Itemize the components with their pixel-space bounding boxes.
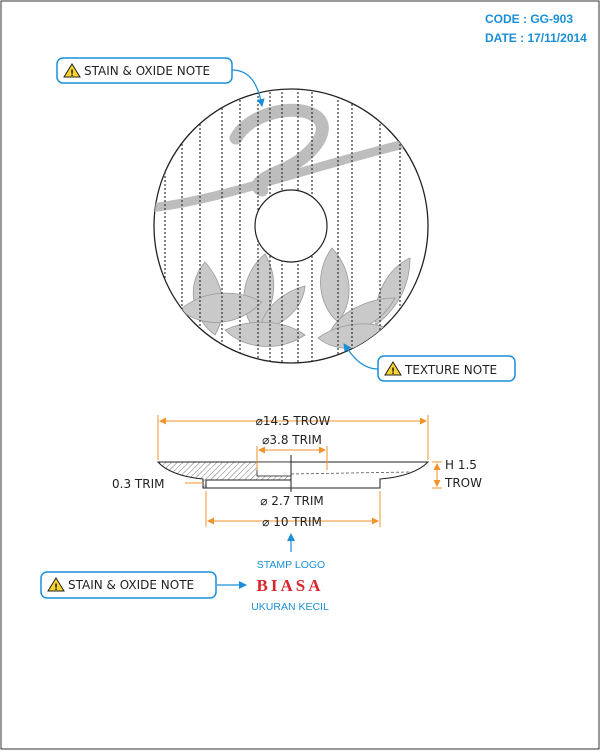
plate-top-view xyxy=(153,88,429,364)
warning-icon: ! xyxy=(384,361,402,377)
note-texture: ! TEXTURE NOTE xyxy=(377,355,516,382)
note-texture-label: TEXTURE NOTE xyxy=(404,363,497,377)
svg-text:!: ! xyxy=(70,69,74,79)
plate-section-view xyxy=(156,455,430,492)
section-outline-right xyxy=(291,461,430,489)
dim-foot-diameter: ⌀ 2.7 TRIM xyxy=(260,494,324,508)
section-hidden-line xyxy=(290,471,411,475)
date-label: DATE : 17/11/2014 xyxy=(485,31,587,45)
note-stain-bottom: ! STAIN & OXIDE NOTE xyxy=(40,571,217,599)
leader-stain-top xyxy=(231,69,265,107)
note-stain-bottom-label: STAIN & OXIDE NOTE xyxy=(68,578,194,592)
stamp-size-note: UKURAN KECIL xyxy=(251,601,329,613)
dim-trim-diameter: ⌀3.8 TRIM xyxy=(262,433,322,447)
svg-text:!: ! xyxy=(54,583,58,593)
dim-outer-diameter: ⌀14.5 TROW xyxy=(256,414,331,428)
dim-thickness: 0.3 TRIM xyxy=(112,477,164,491)
dim-height-label: H 1.5 xyxy=(445,458,477,472)
svg-text:!: ! xyxy=(391,367,395,377)
stamp-logo-label: STAMP LOGO xyxy=(257,559,325,571)
note-stain-top: ! STAIN & OXIDE NOTE xyxy=(56,57,233,84)
code-label: CODE : GG-903 xyxy=(485,12,573,26)
dim-height-unit: TROW xyxy=(444,476,482,490)
warning-icon: ! xyxy=(63,63,81,79)
dim-base-diameter: ⌀ 10 TRIM xyxy=(262,515,322,529)
brand-logo: BIASA xyxy=(257,576,324,595)
note-stain-top-label: STAIN & OXIDE NOTE xyxy=(84,64,210,78)
plate-center-hole xyxy=(254,189,328,263)
dimension-lines xyxy=(157,415,442,527)
section-recess xyxy=(256,461,292,477)
warning-icon: ! xyxy=(47,577,65,593)
leader-texture xyxy=(343,343,379,370)
